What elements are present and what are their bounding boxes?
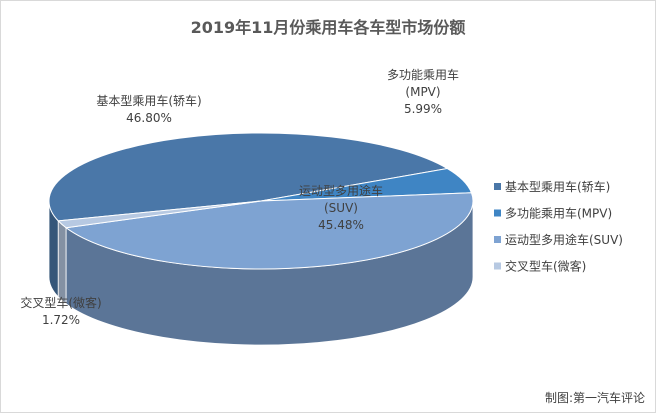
legend-label-3: 运动型多用途车(SUV) [505, 232, 623, 247]
chart-title: 2019年11月份乘用车各车型市场份额 [191, 18, 466, 37]
legend-swatch-4 [494, 262, 501, 270]
legend-label-2: 多功能乘用车(MPV) [505, 206, 612, 221]
slice-label-line: 基本型乘用车(轿车) [96, 93, 201, 108]
legend: 基本型乘用车(轿车) 多功能乘用车(MPV) 运动型多用途车(SUV) 交叉型车(微客… [494, 179, 623, 274]
slice-label-line: 45.48% [318, 218, 364, 232]
legend-label-1: 基本型乘用车(轿车) [505, 179, 610, 194]
slice-label-2: 多功能乘用车 (MPV) 5.99% [387, 67, 459, 116]
legend-swatch-2 [494, 209, 501, 217]
pie-side-4 [57, 219, 67, 305]
slice-label-line: 1.72% [42, 313, 80, 327]
pie-slice-1 [48, 132, 449, 222]
slice-label-line: 46.80% [126, 111, 172, 125]
legend-swatch-1 [494, 183, 501, 190]
slice-label-4: 交叉型车(微客) 1.72% [20, 295, 101, 327]
slice-label-3: 运动型多用途车 (SUV) 45.48% [299, 183, 383, 232]
slice-label-1: 基本型乘用车(轿车) 46.80% [96, 93, 201, 125]
credit-text: 制图:第一汽车评论 [545, 390, 645, 405]
slice-label-line: (MPV) [405, 85, 440, 99]
legend-label-4: 交叉型车(微客) [505, 259, 586, 274]
pie-slice-3 [64, 192, 474, 270]
pie-plot [48, 132, 474, 346]
slice-labels: 基本型乘用车(轿车) 46.80% 多功能乘用车 (MPV) 5.99% 运动型多用途车 (… [20, 67, 459, 327]
slice-label-line: (SUV) [324, 201, 358, 215]
pie-slice-4 [57, 200, 262, 229]
slice-label-line: 多功能乘用车 [387, 67, 459, 82]
legend-swatch-3 [494, 236, 501, 243]
slice-label-line: 5.99% [404, 102, 442, 116]
slice-label-line: 交叉型车(微客) [20, 295, 101, 310]
slice-label-line: 运动型多用途车 [299, 183, 383, 198]
